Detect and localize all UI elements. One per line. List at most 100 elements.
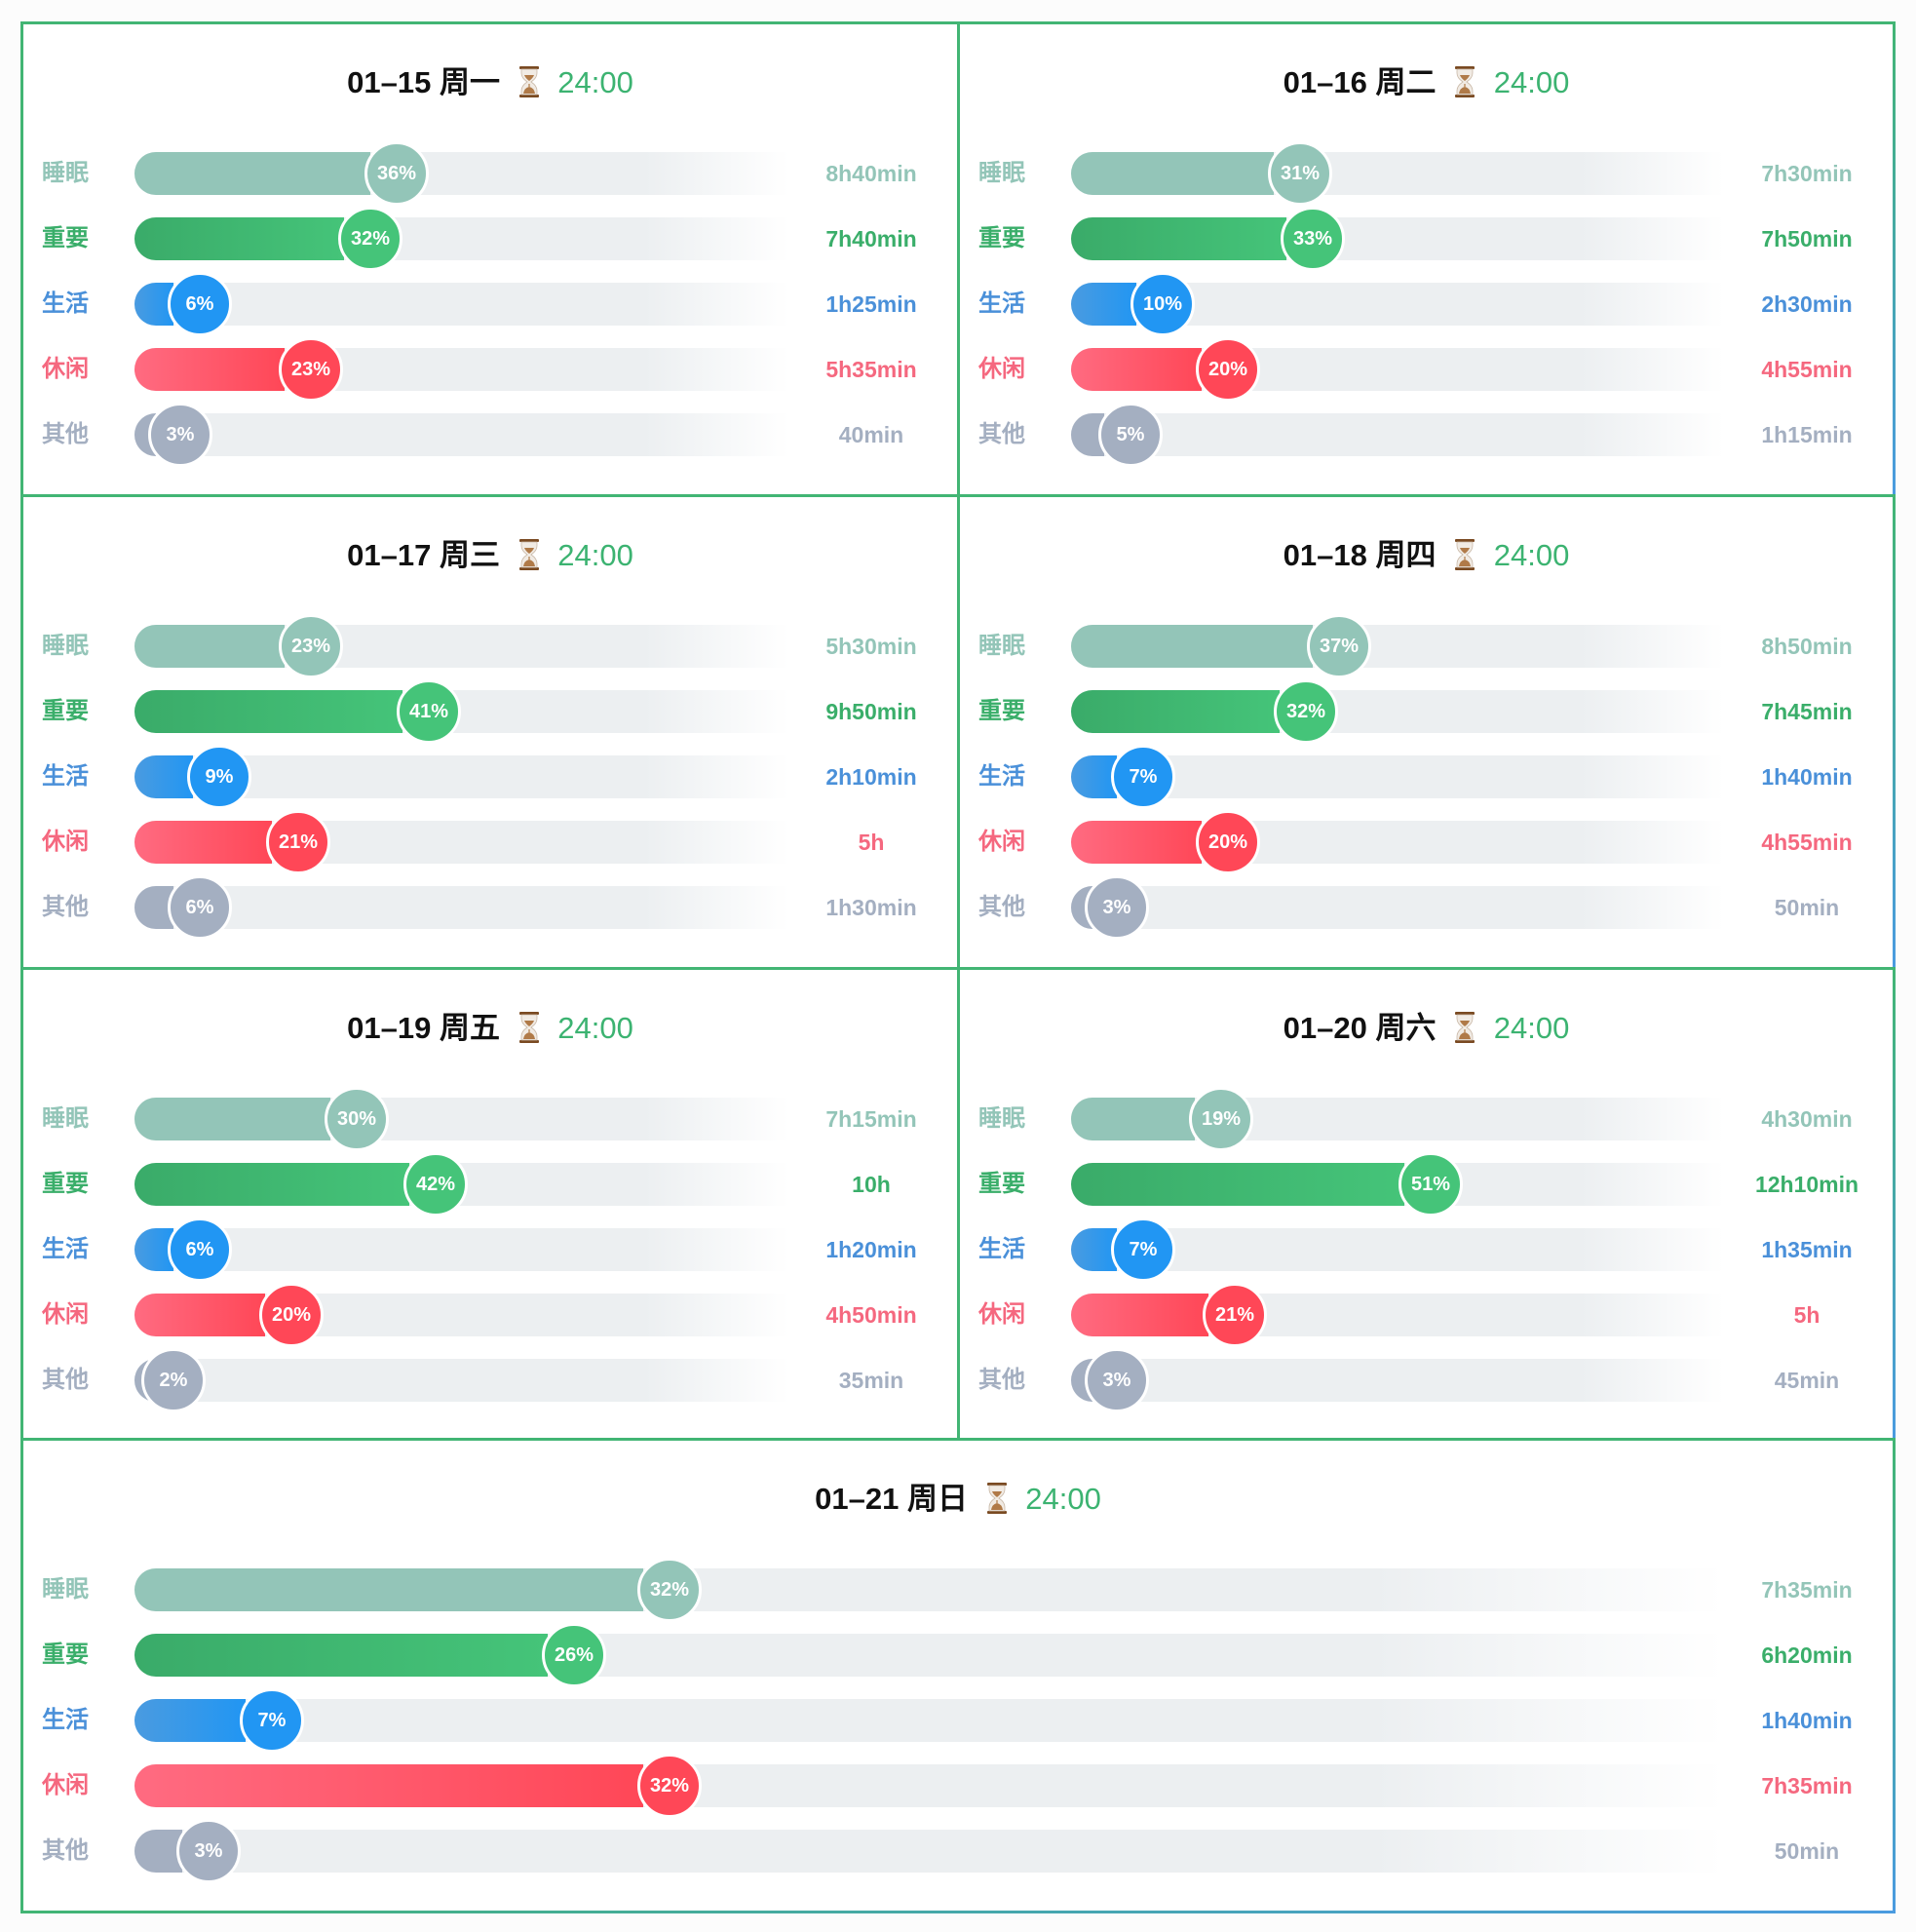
- percent-badge: 32%: [637, 1754, 702, 1818]
- duration-value: 7h35min: [1761, 1577, 1853, 1603]
- progress-fill: [134, 152, 370, 195]
- duration-value: 8h50min: [1761, 634, 1853, 659]
- category-label: 睡眠: [978, 160, 1025, 186]
- percent-badge: 31%: [1268, 141, 1332, 206]
- progress-fill: [134, 1699, 246, 1742]
- day-card-1: 01–15 周一 24:00 睡眠 36% 8h40min 重要 32% 7h4…: [20, 21, 960, 494]
- progress-track: 6%: [134, 1217, 788, 1282]
- category-label: 生活: [978, 763, 1025, 790]
- progress-track: 23%: [134, 614, 788, 678]
- day-total: 24:00: [557, 1011, 633, 1045]
- category-row-life: 生活 10% 2h30min: [960, 272, 1893, 336]
- duration-value: 7h40min: [825, 226, 917, 251]
- progress-fill: [134, 283, 173, 326]
- card-bottom-border: [20, 1911, 1896, 1913]
- category-row-important: 重要 42% 10h: [23, 1152, 957, 1217]
- progress-track: 2%: [134, 1348, 788, 1412]
- progress-fill: [1071, 283, 1136, 326]
- category-label: 重要: [978, 1171, 1025, 1197]
- progress-track: 30%: [134, 1087, 788, 1151]
- percent-badge: 6%: [168, 272, 232, 336]
- progress-fill: [1071, 755, 1117, 798]
- progress-fill: [1071, 1098, 1195, 1140]
- category-row-leisure: 休闲 21% 5h: [960, 1283, 1893, 1347]
- progress-fill: [134, 217, 344, 260]
- day-date: 01–20 周六: [1283, 1011, 1437, 1045]
- progress-fill: [134, 1163, 409, 1206]
- category-label: 其他: [978, 421, 1025, 447]
- category-label: 生活: [42, 1707, 89, 1733]
- category-label: 其他: [978, 894, 1025, 920]
- category-row-leisure: 休闲 20% 4h55min: [960, 810, 1893, 874]
- category-label: 重要: [42, 1642, 89, 1668]
- percent-badge: 20%: [1196, 810, 1260, 874]
- day-title: 01–18 周四 24:00: [960, 530, 1893, 574]
- percent-badge: 26%: [542, 1623, 606, 1687]
- progress-fill: [1071, 690, 1280, 733]
- progress-fill: [134, 690, 402, 733]
- duration-value: 5h: [858, 830, 885, 855]
- category-label: 生活: [42, 763, 89, 790]
- progress-track: 6%: [134, 272, 788, 336]
- category-row-other: 其他 3% 40min: [23, 403, 957, 467]
- progress-fill: [1071, 217, 1286, 260]
- day-card-6: 01–20 周六 24:00 睡眠 19% 4h30min 重要 51% 12h…: [957, 967, 1896, 1440]
- percent-badge: 32%: [338, 207, 402, 271]
- duration-value: 1h15min: [1761, 422, 1853, 447]
- category-row-life: 生活 6% 1h20min: [23, 1217, 957, 1282]
- duration-value: 1h40min: [1761, 1708, 1853, 1733]
- duration-value: 1h25min: [825, 291, 917, 317]
- card-right-border: [1893, 494, 1896, 967]
- progress-track: 31%: [1071, 141, 1724, 206]
- hourglass-icon: [518, 1012, 539, 1043]
- percent-badge: 32%: [637, 1558, 702, 1622]
- progress-track: 26%: [134, 1623, 1724, 1687]
- category-row-important: 重要 32% 7h40min: [23, 207, 957, 271]
- day-date: 01–16 周二: [1283, 65, 1437, 99]
- category-row-other: 其他 5% 1h15min: [960, 403, 1893, 467]
- category-label: 休闲: [42, 1301, 89, 1328]
- progress-track: 10%: [1071, 272, 1724, 336]
- category-label: 睡眠: [978, 1105, 1025, 1132]
- percent-badge: 20%: [259, 1283, 324, 1347]
- progress-track: 3%: [134, 1819, 1724, 1883]
- progress-track: 36%: [134, 141, 788, 206]
- duration-value: 50min: [1774, 895, 1840, 920]
- category-row-important: 重要 32% 7h45min: [960, 679, 1893, 744]
- progress-fill: [1071, 821, 1202, 864]
- progress-track: 9%: [134, 745, 788, 809]
- duration-value: 4h30min: [1761, 1106, 1853, 1132]
- day-card-3: 01–17 周三 24:00 睡眠 23% 5h30min 重要 41% 9h5…: [20, 494, 960, 967]
- progress-track: 19%: [1071, 1087, 1724, 1151]
- percent-badge: 37%: [1307, 614, 1371, 678]
- progress-fill: [134, 755, 193, 798]
- percent-badge: 19%: [1189, 1087, 1253, 1151]
- day-total: 24:00: [1493, 65, 1570, 99]
- day-date: 01–21 周日: [815, 1482, 968, 1516]
- category-row-leisure: 休闲 21% 5h: [23, 810, 957, 874]
- category-row-life: 生活 7% 1h40min: [960, 745, 1893, 809]
- percent-badge: 21%: [266, 810, 330, 874]
- category-row-sleep: 睡眠 23% 5h30min: [23, 614, 957, 678]
- progress-fill: [134, 1228, 173, 1271]
- duration-value: 40min: [838, 422, 904, 447]
- percent-badge: 30%: [325, 1087, 389, 1151]
- hourglass-icon: [1455, 66, 1475, 97]
- progress-fill: [134, 821, 272, 864]
- category-label: 睡眠: [42, 160, 89, 186]
- category-label: 其他: [42, 421, 89, 447]
- category-row-leisure: 休闲 20% 4h50min: [23, 1283, 957, 1347]
- progress-track: 23%: [134, 337, 788, 402]
- category-row-sleep: 睡眠 30% 7h15min: [23, 1087, 957, 1151]
- duration-value: 4h50min: [825, 1302, 917, 1328]
- category-row-important: 重要 51% 12h10min: [960, 1152, 1893, 1217]
- duration-value: 7h30min: [1761, 161, 1853, 186]
- progress-fill: [134, 1634, 548, 1677]
- percent-badge: 3%: [148, 403, 212, 467]
- day-total: 24:00: [557, 65, 633, 99]
- percent-badge: 10%: [1130, 272, 1195, 336]
- progress-track: 7%: [1071, 1217, 1724, 1282]
- progress-track: 21%: [1071, 1283, 1724, 1347]
- progress-track: 32%: [134, 1754, 1724, 1818]
- category-row-sleep: 睡眠 19% 4h30min: [960, 1087, 1893, 1151]
